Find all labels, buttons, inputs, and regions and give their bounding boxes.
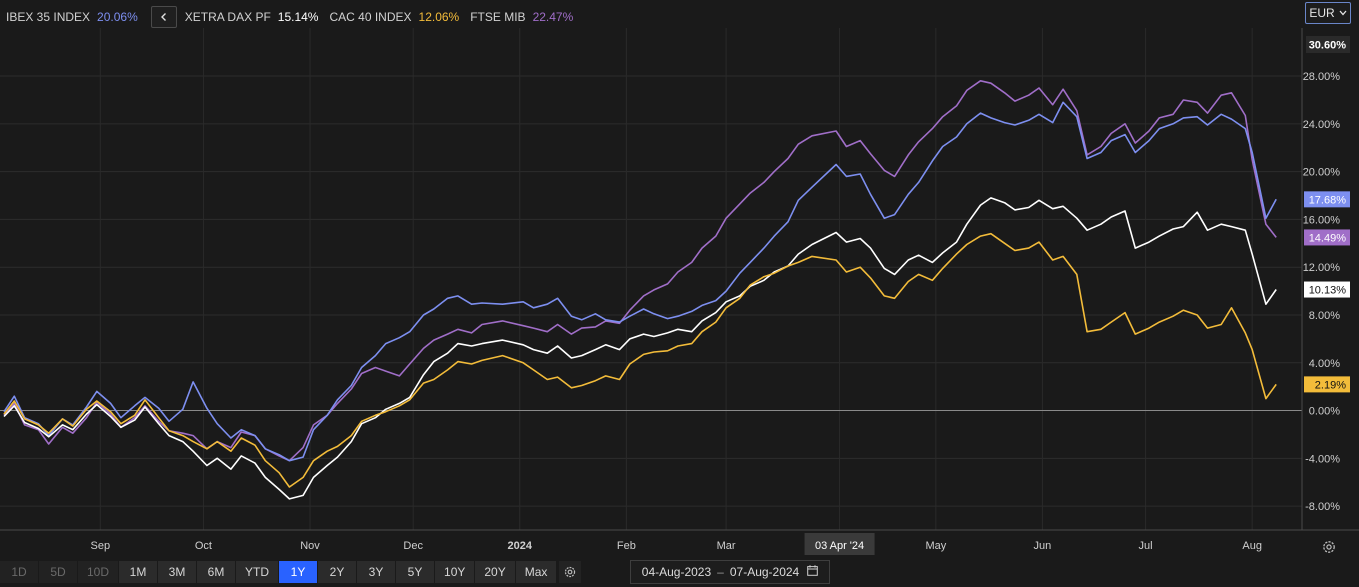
- y-tick-label: 8.00%: [1309, 310, 1340, 322]
- x-tick-label: May: [925, 540, 946, 552]
- range-button-1m[interactable]: 1M: [119, 561, 158, 583]
- y-top-label-text: 30.60%: [1309, 40, 1347, 52]
- x-tick-label: Jul: [1139, 540, 1153, 552]
- y-tick-label: 20.00%: [1303, 167, 1341, 179]
- y-tick-label: 12.00%: [1303, 262, 1341, 274]
- range-buttons: 1D 5D 10D 1M 3M 6M YTD 1Y 2Y 3Y 5Y 10Y 20Y Max: [0, 561, 557, 583]
- range-button-3y[interactable]: 3Y: [357, 561, 396, 583]
- collapse-legend-button[interactable]: [150, 6, 177, 28]
- range-button-2y[interactable]: 2Y: [318, 561, 357, 583]
- last-value-label: 2.19%: [1304, 376, 1350, 393]
- y-tick-label: 0.00%: [1309, 406, 1340, 418]
- series-line-ftse-mib: [3, 80, 1277, 462]
- plot-frame: [0, 28, 1359, 531]
- legend-item-ftse[interactable]: FTSE MIB 22.47%: [470, 10, 584, 24]
- crosshair-date-text: 03 Apr '24: [815, 540, 864, 552]
- legend-item-ibex[interactable]: IBEX 35 INDEX 20.06%: [6, 10, 149, 24]
- last-value-bg: [1304, 229, 1350, 246]
- y-top-label-bg: [1306, 36, 1350, 53]
- legend-value: 12.06%: [418, 10, 460, 24]
- y-tick-label: 28.00%: [1303, 71, 1341, 83]
- crosshair-date-bg: [804, 533, 875, 555]
- gear-icon: [565, 566, 576, 578]
- last-value-label: 10.13%: [1304, 281, 1350, 298]
- last-value-labels: 14.49% 17.68% 10.13% 2.19%: [1304, 191, 1350, 393]
- legend-name: IBEX 35 INDEX: [6, 10, 91, 24]
- range-button-5d: 5D: [39, 561, 77, 583]
- crosshair-date-label: 03 Apr '24: [804, 533, 875, 555]
- last-value-bg: [1304, 191, 1350, 208]
- date-range-separator: –: [717, 565, 724, 579]
- last-value-text: 2.19%: [1315, 379, 1346, 391]
- range-button-6m[interactable]: 6M: [197, 561, 236, 583]
- last-value-label: 14.49%: [1304, 229, 1350, 246]
- date-range-end: 07-Aug-2024: [729, 565, 800, 579]
- y-tick-label: -8.00%: [1305, 501, 1340, 513]
- range-settings-button[interactable]: [559, 561, 582, 583]
- range-button-5y[interactable]: 5Y: [396, 561, 435, 583]
- legend-value: 20.06%: [97, 10, 138, 24]
- chevron-down-icon: [1339, 9, 1347, 18]
- range-button-3m[interactable]: 3M: [158, 561, 197, 583]
- grid: [0, 28, 1302, 530]
- last-value-bg: [1304, 376, 1350, 393]
- range-button-20y[interactable]: 20Y: [475, 561, 515, 583]
- x-tick-label: Oct: [195, 540, 212, 552]
- last-value-label: 17.68%: [1304, 191, 1350, 208]
- y-axis: 28.00% 24.00% 20.00% 16.00% 12.00% 8.00% 4.00%…: [1303, 36, 1350, 513]
- currency-select[interactable]: EUR: [1305, 2, 1351, 24]
- chevron-left-icon: [160, 13, 166, 21]
- x-tick-label: Nov: [300, 540, 320, 552]
- legend-name: XETRA DAX PF: [184, 10, 271, 24]
- last-value-text: 17.68%: [1309, 194, 1347, 206]
- series-line-cac-40-index: [3, 232, 1277, 488]
- range-button-10y[interactable]: 10Y: [435, 561, 475, 583]
- last-value-bg: [1304, 281, 1350, 298]
- x-tick-label: Feb: [617, 540, 636, 552]
- range-button-1y[interactable]: 1Y: [279, 561, 318, 583]
- last-value-text: 10.13%: [1309, 285, 1347, 297]
- x-tick-label: 2024: [508, 540, 533, 552]
- x-axis: Sep Oct Nov Dec 2024 Feb Mar May Jun Jul Aug 03 Apr…: [90, 533, 1262, 555]
- legend-item-cac[interactable]: CAC 40 INDEX 12.06%: [329, 10, 470, 24]
- legend-value: 22.47%: [532, 10, 574, 24]
- range-toolbar: 1D 5D 10D 1M 3M 6M YTD 1Y 2Y 3Y 5Y 10Y 20Y Max: [0, 560, 582, 584]
- x-tick-label: Mar: [717, 540, 736, 552]
- range-button-max[interactable]: Max: [515, 561, 557, 583]
- legend-name: FTSE MIB: [470, 10, 526, 24]
- y-tick-label: 16.00%: [1303, 214, 1341, 226]
- x-tick-label: Aug: [1242, 540, 1262, 552]
- legend: IBEX 35 INDEX 20.06% XETRA DAX PF 15.14%…: [6, 6, 584, 28]
- series-lines: [3, 80, 1277, 500]
- date-range-start: 04-Aug-2023: [641, 565, 712, 579]
- y-tick-label: -4.00%: [1305, 453, 1340, 465]
- legend-item-dax[interactable]: XETRA DAX PF 15.14%: [185, 10, 330, 24]
- range-button-ytd[interactable]: YTD: [236, 561, 279, 583]
- y-top-label: 30.60%: [1306, 36, 1350, 53]
- range-button-1d: 1D: [0, 561, 38, 583]
- y-tick-label: 4.00%: [1309, 358, 1340, 370]
- range-button-10d: 10D: [78, 561, 119, 583]
- series-line-ibex-35-index: [3, 101, 1277, 462]
- calendar-icon: [807, 565, 819, 579]
- x-tick-label: Dec: [403, 540, 423, 552]
- x-tick-label: Jun: [1034, 540, 1052, 552]
- axis-settings-button[interactable]: [1319, 537, 1339, 557]
- gear-icon: [1323, 541, 1335, 553]
- x-tick-label: Sep: [90, 540, 110, 552]
- legend-name: CAC 40 INDEX: [329, 10, 412, 24]
- series-line-xetra-dax-pf: [3, 197, 1277, 500]
- last-value-text: 14.49%: [1309, 232, 1347, 244]
- currency-label: EUR: [1309, 6, 1335, 20]
- legend-value: 15.14%: [277, 10, 319, 24]
- y-tick-label: 24.00%: [1303, 119, 1341, 131]
- date-range-picker[interactable]: 04-Aug-2023 – 07-Aug-2024: [630, 560, 830, 584]
